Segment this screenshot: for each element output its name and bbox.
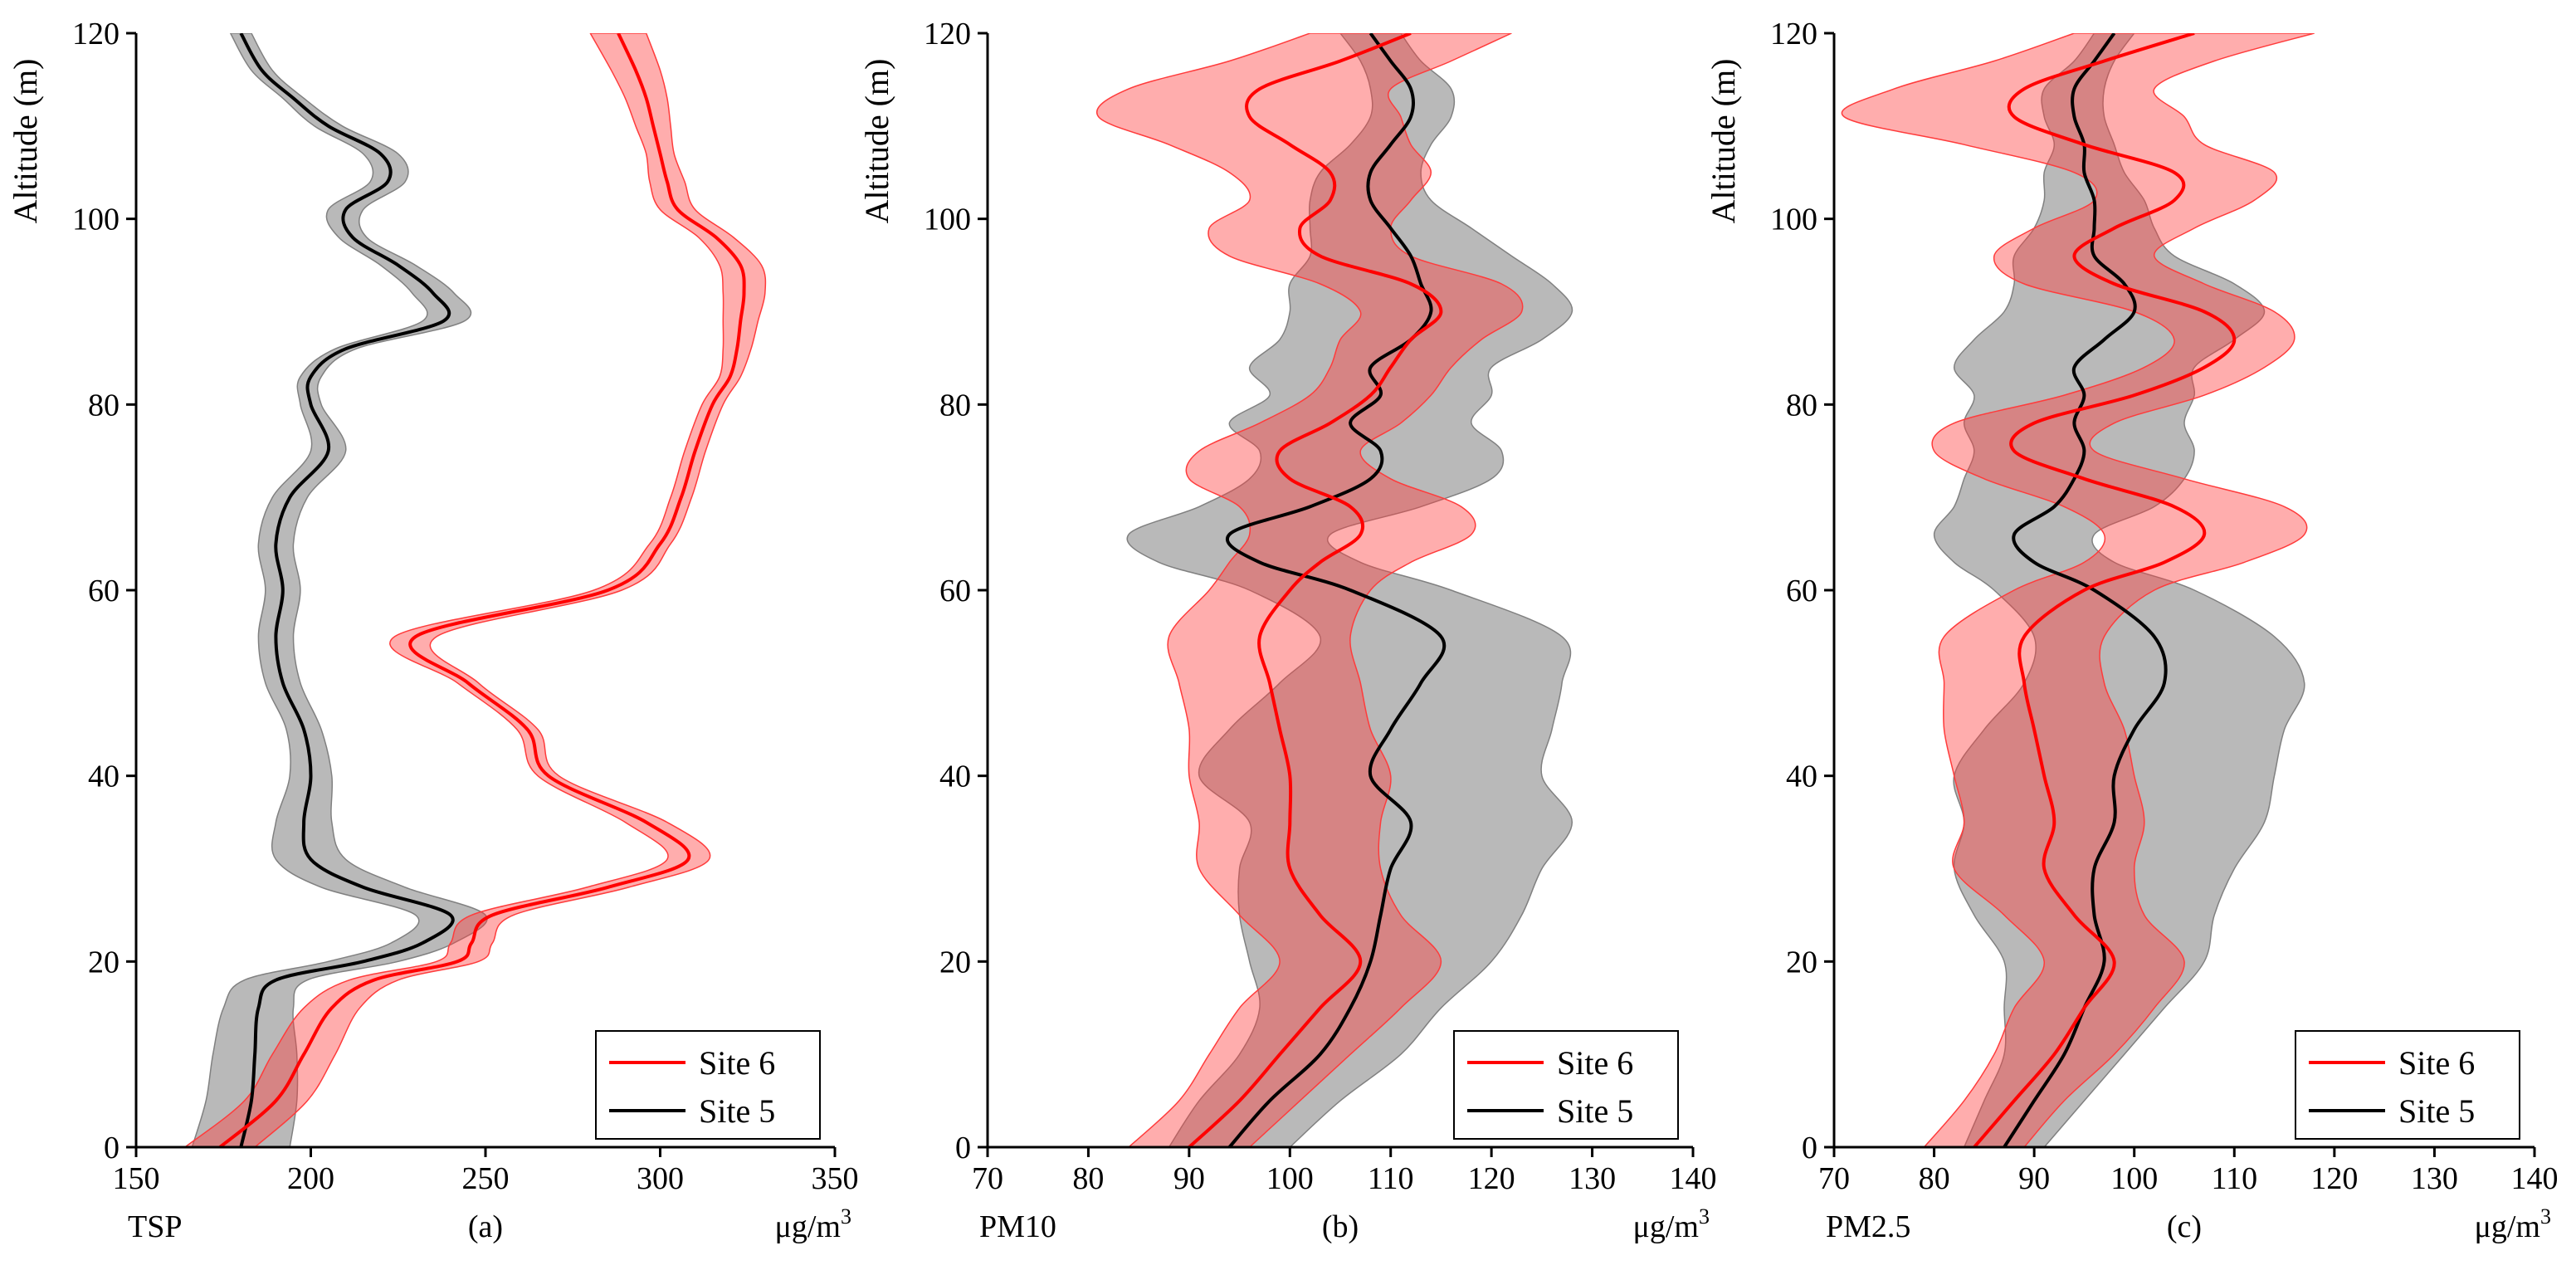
- legend-entry: Site 5: [699, 1092, 775, 1130]
- x-tick-label: 130: [2411, 1161, 2458, 1196]
- y-axis-title: Altitude (m): [7, 59, 44, 224]
- panel-label: (c): [2167, 1209, 2202, 1244]
- y-tick-label: 100: [1770, 203, 1817, 237]
- legend-box: [1453, 1030, 1679, 1140]
- legend-box: [2295, 1030, 2520, 1140]
- band-site-6: [1096, 33, 1524, 1147]
- y-axis-title: Altitude (m): [858, 59, 895, 224]
- x-tick-label: 70: [972, 1161, 1003, 1196]
- chart-panel-1: 150 200 250 300 350 0 20 40 60 80 100 120 Altitude (…: [7, 17, 859, 1244]
- x-tick-label: 120: [1468, 1161, 1515, 1196]
- legend-box: [595, 1030, 821, 1140]
- x-tick-label: 120: [2310, 1161, 2358, 1196]
- x-tick-label: 100: [1266, 1161, 1314, 1196]
- y-tick-label: 60: [939, 574, 971, 608]
- pollutant-label: TSP: [128, 1209, 182, 1244]
- y-tick-label: 20: [939, 945, 971, 979]
- y-tick-label: 40: [939, 760, 971, 794]
- pollutant-label: PM10: [979, 1209, 1056, 1244]
- line-site-5: [239, 33, 455, 1147]
- band-site-5: [1933, 33, 2305, 1147]
- pollutant-label: PM2.5: [1826, 1209, 1910, 1244]
- x-tick-label: 200: [287, 1161, 334, 1196]
- line-site-5: [1226, 33, 1447, 1147]
- chart-panel-3: 70 80 90 100 110 120 130 140 0 20 40 60 80 100 120 Alti…: [1705, 17, 2559, 1244]
- x-tick-label: 80: [1072, 1161, 1104, 1196]
- legend: Site 6 Site 5: [2295, 1030, 2520, 1140]
- plot-area: [1096, 33, 1573, 1147]
- y-tick-label: 80: [88, 388, 120, 423]
- legend: Site 6 Site 5: [595, 1030, 821, 1140]
- y-tick-label: 0: [104, 1131, 120, 1165]
- y-tick-label: 20: [1786, 945, 1817, 979]
- y-tick-label: 120: [72, 17, 120, 51]
- x-tick-label: 110: [1368, 1161, 1414, 1196]
- band-site-5: [191, 33, 488, 1147]
- x-tick-label: 300: [637, 1161, 684, 1196]
- y-tick-label: 40: [88, 760, 120, 794]
- unit-label: μg/m3: [2475, 1204, 2552, 1244]
- legend-entry: Site 6: [1557, 1044, 1633, 1082]
- y-tick-label: 20: [88, 945, 120, 979]
- line-site-5: [2003, 33, 2168, 1147]
- band-site-6: [1841, 33, 2315, 1147]
- y-tick-label: 100: [72, 203, 120, 237]
- x-tick-label: 130: [1569, 1161, 1616, 1196]
- y-tick-label: 80: [1786, 388, 1817, 423]
- plot-area: [1841, 33, 2315, 1147]
- x-tick-label: 140: [1670, 1161, 1717, 1196]
- x-tick-label: 100: [2110, 1161, 2158, 1196]
- y-tick-label: 0: [1802, 1131, 1817, 1165]
- y-tick-label: 40: [1786, 760, 1817, 794]
- x-tick-label: 350: [812, 1161, 859, 1196]
- legend-entry: Site 6: [2398, 1044, 2475, 1082]
- legend-entry: Site 6: [699, 1044, 775, 1082]
- legend-entry: Site 5: [1557, 1092, 1633, 1130]
- unit-label: μg/m3: [1633, 1204, 1710, 1244]
- panel-label: (b): [1322, 1209, 1359, 1244]
- y-tick-label: 60: [1786, 574, 1817, 608]
- y-tick-label: 60: [88, 574, 120, 608]
- x-tick-label: 90: [2018, 1161, 2050, 1196]
- legend: Site 6 Site 5: [1453, 1030, 1679, 1140]
- y-tick-label: 80: [939, 388, 971, 423]
- x-tick-label: 140: [2511, 1161, 2559, 1196]
- line-site-6: [218, 33, 746, 1147]
- line-site-6: [1973, 33, 2237, 1147]
- plot-area: [183, 33, 767, 1147]
- y-axis-title: Altitude (m): [1705, 59, 1742, 224]
- x-tick-label: 80: [1919, 1161, 1950, 1196]
- y-tick-label: 120: [1770, 17, 1817, 51]
- x-tick-label: 70: [1818, 1161, 1850, 1196]
- unit-label: μg/m3: [775, 1204, 852, 1244]
- y-tick-label: 120: [924, 17, 971, 51]
- x-tick-label: 110: [2211, 1161, 2257, 1196]
- chart-panel-2: 70 80 90 100 110 120 130 140 0 20 40 60 80 100 120 Alti…: [858, 17, 1717, 1244]
- x-tick-label: 90: [1173, 1161, 1205, 1196]
- legend-entry: Site 5: [2398, 1092, 2475, 1130]
- band-site-6: [183, 33, 767, 1147]
- y-tick-label: 0: [955, 1131, 971, 1165]
- x-tick-label: 150: [113, 1161, 160, 1196]
- line-site-6: [1188, 33, 1443, 1147]
- panel-label: (a): [468, 1209, 503, 1244]
- x-tick-label: 250: [462, 1161, 510, 1196]
- y-tick-label: 100: [924, 203, 971, 237]
